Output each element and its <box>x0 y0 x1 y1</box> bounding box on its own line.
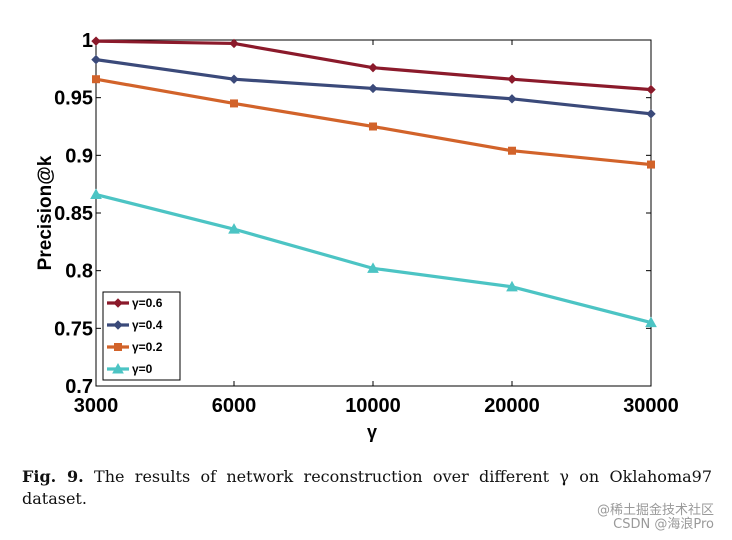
legend: γ=0.6 γ=0.4 γ=0.2 γ=0 <box>102 291 181 381</box>
data-point <box>91 36 101 46</box>
series-layer <box>90 36 657 328</box>
y-axis-ticks: 0.7 0.75 0.8 0.85 0.9 0.95 1 <box>54 30 651 398</box>
data-point <box>230 99 238 108</box>
legend-marker <box>112 362 124 374</box>
y-tick-label: 0.75 <box>54 318 93 340</box>
legend-label: γ=0 <box>132 362 153 376</box>
series-1 <box>91 54 656 119</box>
x-axis-label: γ <box>367 422 377 442</box>
legend-marker <box>114 343 122 351</box>
legend-label: γ=0.2 <box>132 340 163 354</box>
legend-marker <box>113 298 123 308</box>
data-point <box>645 316 657 328</box>
caption-label: Fig. 9. <box>22 467 84 486</box>
data-point <box>368 62 378 73</box>
watermark: @稀土掘金技术社区 CSDN @海浪Pro <box>597 504 714 532</box>
y-tick-label: 0.95 <box>54 88 93 110</box>
x-tick-label: 20000 <box>484 395 540 417</box>
precision-line-chart: 0.7 0.75 0.8 0.85 0.9 0.95 1 3000 6000 10000 2000… <box>35 30 679 442</box>
data-point <box>92 75 100 84</box>
legend-box <box>102 291 181 381</box>
data-point <box>229 74 239 84</box>
series-2 <box>92 75 655 169</box>
data-point <box>229 38 239 49</box>
data-point <box>90 188 102 200</box>
series-0 <box>91 36 656 95</box>
y-tick-label: 0.8 <box>65 261 93 283</box>
data-point <box>647 160 655 169</box>
data-point <box>646 84 656 95</box>
caption-text: The results of network reconstruction ov… <box>22 467 713 508</box>
data-point <box>367 262 379 273</box>
y-axis-label: Precision@k <box>35 155 56 270</box>
x-axis-ticks: 3000 6000 10000 20000 30000 <box>74 40 679 417</box>
figure-caption: Fig. 9. The results of network reconstru… <box>22 466 712 510</box>
data-point <box>369 122 377 131</box>
y-tick-label: 0.9 <box>65 145 93 167</box>
x-tick-label: 30000 <box>623 395 679 417</box>
x-tick-label: 6000 <box>212 395 257 417</box>
data-point <box>507 74 517 84</box>
legend-label: γ=0.4 <box>132 318 163 332</box>
plot-area <box>95 39 652 387</box>
legend-marker <box>113 320 123 330</box>
data-point <box>506 280 518 292</box>
series-3 <box>90 188 657 328</box>
watermark-line-2: CSDN @海浪Pro <box>613 517 714 532</box>
data-point <box>91 54 101 65</box>
watermark-line-1: @稀土掘金技术社区 <box>596 503 714 518</box>
y-tick-label: 1 <box>82 30 93 52</box>
data-point <box>368 83 378 94</box>
y-tick-label: 0.7 <box>65 376 93 398</box>
y-tick-label: 0.85 <box>54 203 93 225</box>
legend-label: γ=0.6 <box>132 296 163 310</box>
data-point <box>508 146 516 155</box>
data-point <box>228 223 240 234</box>
data-point <box>507 94 517 104</box>
x-tick-label: 3000 <box>74 395 119 417</box>
x-tick-label: 10000 <box>345 395 401 417</box>
data-point <box>646 109 656 119</box>
